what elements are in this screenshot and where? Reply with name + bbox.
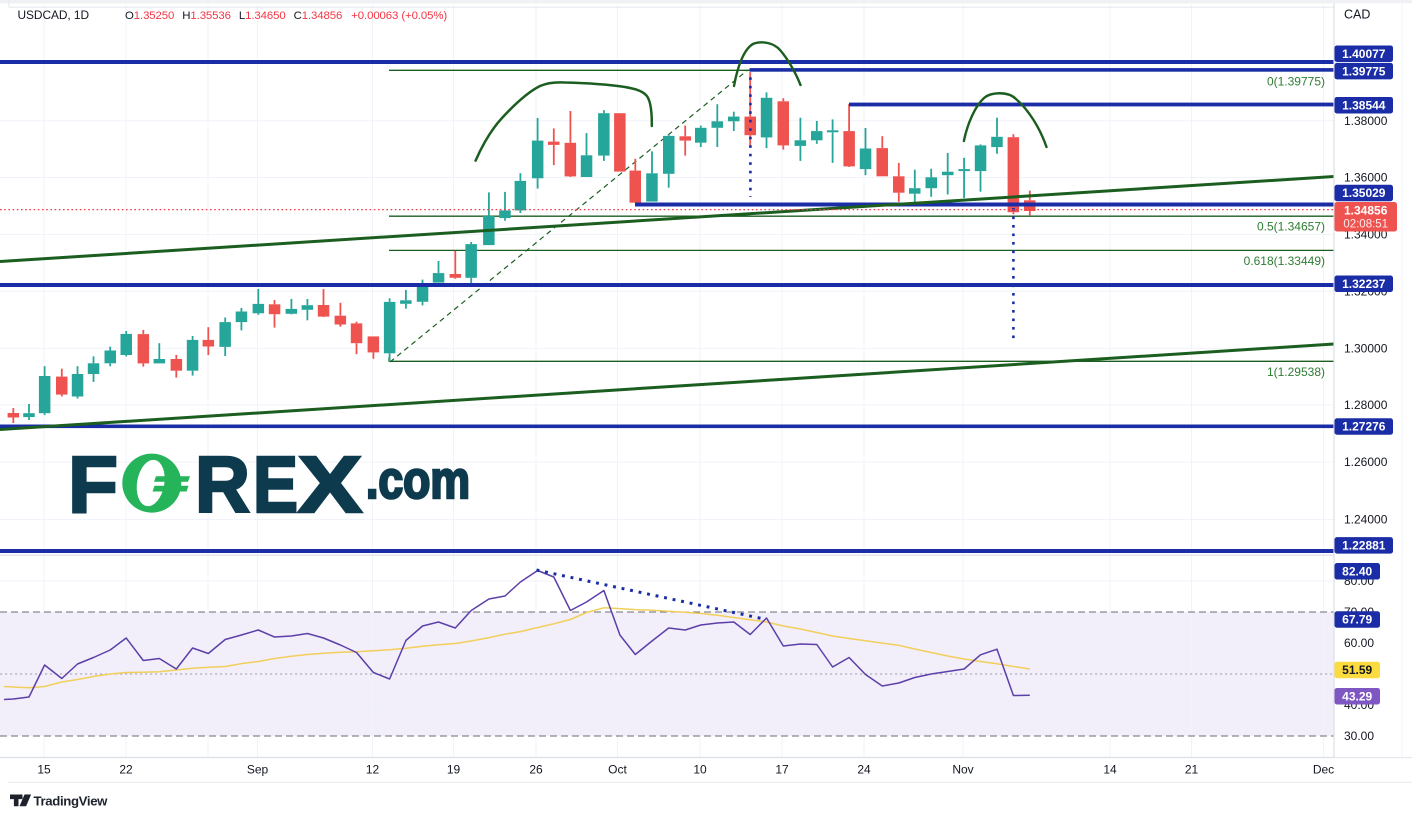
svg-text:1.40077: 1.40077 — [1342, 47, 1386, 61]
svg-text:82.40: 82.40 — [1342, 565, 1372, 579]
svg-text:14: 14 — [1103, 763, 1117, 777]
svg-text:19: 19 — [447, 763, 461, 777]
svg-text:12: 12 — [366, 763, 380, 777]
svg-text:1.28000: 1.28000 — [1344, 398, 1388, 412]
svg-text:15: 15 — [37, 763, 51, 777]
svg-text:21: 21 — [1185, 763, 1199, 777]
svg-text:1.38544: 1.38544 — [1342, 98, 1386, 112]
svg-text:1.34856: 1.34856 — [1344, 204, 1388, 218]
svg-text:USDCAD, 1D: USDCAD, 1D — [18, 8, 90, 22]
svg-text:26: 26 — [529, 763, 543, 777]
svg-text:TradingView: TradingView — [34, 794, 109, 809]
svg-text:E: E — [253, 440, 298, 529]
svg-text:1.26000: 1.26000 — [1344, 455, 1388, 469]
svg-text:Dec: Dec — [1313, 763, 1334, 777]
svg-text:1.27276: 1.27276 — [1342, 420, 1386, 434]
svg-text:X: X — [298, 440, 362, 529]
svg-text:CAD: CAD — [1344, 8, 1370, 22]
svg-text:43.29: 43.29 — [1342, 689, 1372, 703]
svg-text:Sep: Sep — [247, 763, 269, 777]
svg-text:22: 22 — [119, 763, 133, 777]
svg-text:Nov: Nov — [952, 763, 973, 777]
svg-text:1.30000: 1.30000 — [1344, 341, 1388, 355]
svg-text:30.00: 30.00 — [1344, 729, 1374, 743]
svg-text:1.32237: 1.32237 — [1342, 277, 1386, 291]
svg-text:60.00: 60.00 — [1344, 636, 1374, 650]
svg-text:1.36000: 1.36000 — [1344, 171, 1388, 185]
svg-text:1.24000: 1.24000 — [1344, 513, 1388, 527]
svg-text:F: F — [68, 440, 118, 529]
svg-text:Oct: Oct — [608, 763, 627, 777]
svg-text:1.39775: 1.39775 — [1342, 64, 1386, 78]
svg-text:51.59: 51.59 — [1342, 663, 1372, 677]
svg-text:02:08:51: 02:08:51 — [1343, 219, 1388, 231]
svg-text:R: R — [195, 440, 250, 529]
svg-text:.com: .com — [366, 451, 470, 510]
svg-text:0(1.39775): 0(1.39775) — [1267, 75, 1325, 89]
svg-text:0.5(1.34657): 0.5(1.34657) — [1257, 220, 1325, 234]
svg-text:10: 10 — [693, 763, 707, 777]
svg-text:0.618(1.33449): 0.618(1.33449) — [1244, 254, 1325, 268]
svg-text:1.35029: 1.35029 — [1342, 186, 1386, 200]
svg-text:1.38000: 1.38000 — [1344, 114, 1388, 128]
svg-text:1(1.29538): 1(1.29538) — [1267, 365, 1325, 379]
svg-text:67.79: 67.79 — [1342, 613, 1372, 627]
svg-text:17: 17 — [775, 763, 789, 777]
svg-text:1.22881: 1.22881 — [1342, 539, 1386, 553]
svg-text:24: 24 — [857, 763, 871, 777]
